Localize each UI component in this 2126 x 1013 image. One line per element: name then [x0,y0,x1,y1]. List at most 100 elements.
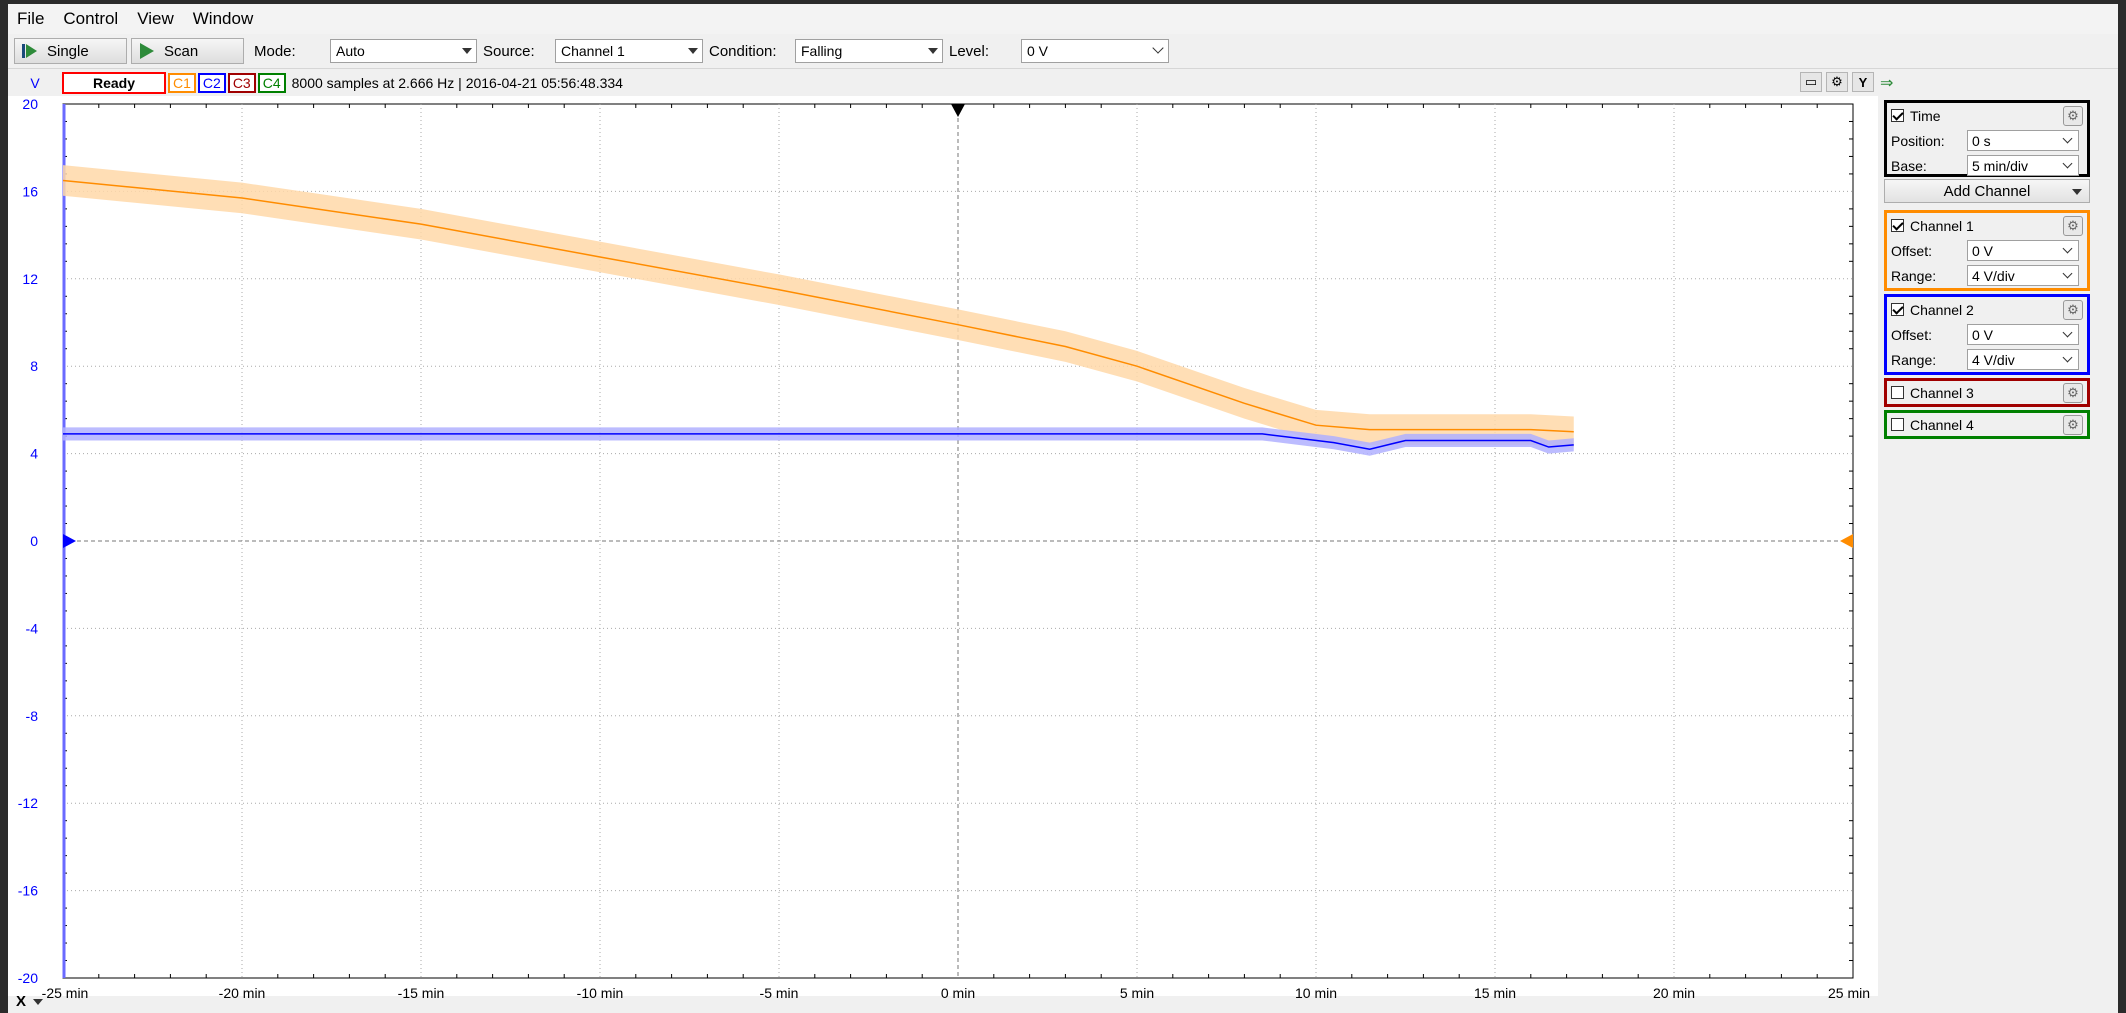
channel-2-header: Channel 2 ⚙ [1887,297,2087,322]
time-base-value: 5 min/div [1972,157,2029,174]
channel-tag-c2[interactable]: C2 [197,73,226,93]
x-tick-label: -15 min [398,985,445,1001]
y-axis-button[interactable]: Y [1852,72,1874,92]
acquisition-info: 8000 samples at 2.666 Hz | 2016-04-21 05… [291,75,623,91]
time-position-label: Position: [1891,132,1945,149]
channel-1-offset-select[interactable]: 0 V [1967,240,2079,261]
channel-4-group: Channel 4 ⚙ [1884,410,2090,439]
menu-window[interactable]: Window [192,9,254,28]
channel-1-label: Channel 1 [1910,217,1974,234]
channel-tag-c3[interactable]: C3 [227,73,256,93]
mode-label: Mode: [254,42,296,60]
time-position-row: Position: 0 s [1887,128,2087,153]
zoom-fit-button[interactable]: ▭ [1800,72,1822,92]
channel-1-settings-icon[interactable]: ⚙ [2063,216,2083,236]
dropdown-arrow-icon [2072,189,2082,195]
channel-2-offset-label: Offset: [1891,326,1932,343]
add-channel-button[interactable]: Add Channel [1884,179,2090,203]
dropdown-arrow-icon [688,48,698,54]
series-c1-band [63,165,1574,448]
arrow-right-icon[interactable]: ⇒ [1880,75,1894,92]
scan-button[interactable]: Scan [131,38,244,64]
channel-1-offset-row: Offset: 0 V [1887,238,2087,263]
y-tick-label: -12 [18,795,38,811]
chevron-down-icon [1152,42,1164,54]
y-tick-label: -16 [18,883,38,899]
x-axis-label: X [15,992,26,1010]
waveform-plot[interactable]: -25 min -20 min -15 min -10 min -5 min 0 min 5… [8,96,1878,1006]
source-value: Channel 1 [561,43,625,59]
channel-3-settings-icon[interactable]: ⚙ [2063,383,2083,403]
channel-2-range-row: Range: 4 V/div [1887,347,2087,372]
x-axis-menu-arrow-icon[interactable] [33,999,43,1005]
x-axis-button[interactable]: X [12,992,30,1010]
channel-4-label: Channel 4 [1910,416,1974,433]
channel-2-offset-select[interactable]: 0 V [1967,324,2079,345]
time-settings-icon[interactable]: ⚙ [2063,106,2083,126]
y-tick-label: 4 [30,446,38,462]
x-tick-label: 10 min [1295,985,1337,1001]
x-tick-label: 25 min [1828,985,1870,1001]
chevron-down-icon [2062,352,2073,363]
channel-4-header: Channel 4 ⚙ [1887,413,2087,436]
gear-icon: ⚙ [1831,74,1843,89]
dropdown-arrow-icon [928,48,938,54]
channel-tag-c4[interactable]: C4 [257,73,286,93]
source-label: Source: [483,42,535,60]
channel-1-range-label: Range: [1891,267,1937,284]
series-c1-line [62,179,1574,433]
status-bar: V Ready C1 C2 C3 C4 8000 samples at 2.66… [8,70,1870,96]
time-group: Time ⚙ Position: 0 s Base: 5 min/div [1884,100,2090,177]
window-frame-left [0,0,8,1013]
menu-file[interactable]: File [17,9,45,28]
time-base-select[interactable]: 5 min/div [1967,155,2079,176]
scan-label: Scan [164,42,199,60]
y-tick-label: 20 [22,96,38,112]
mode-select[interactable]: Auto [330,39,477,63]
condition-select[interactable]: Falling [795,39,943,63]
time-position-select[interactable]: 0 s [1967,130,2079,151]
y-tick-label: -4 [26,620,39,636]
single-button[interactable]: Single [14,38,127,64]
channel-3-group: Channel 3 ⚙ [1884,378,2090,407]
channel-2-settings-icon[interactable]: ⚙ [2063,300,2083,320]
y-axis-label: Y [1858,74,1868,90]
source-select[interactable]: Channel 1 [555,39,703,63]
channel-2-range-select[interactable]: 4 V/div [1967,349,2079,370]
series-c2-line [63,433,1574,450]
channel-tag-c1[interactable]: C1 [168,73,196,93]
time-checkbox[interactable] [1891,109,1904,122]
y-unit-label: V [30,75,40,91]
time-header: Time ⚙ [1887,103,2087,128]
window-frame-right [2118,0,2126,1013]
menu-control[interactable]: Control [63,9,119,28]
play-icon [140,43,154,59]
channel-1-range-select[interactable]: 4 V/div [1967,265,2079,286]
ready-indicator: Ready [62,72,166,94]
x-tick-label: 0 min [941,985,975,1001]
channel-1-checkbox[interactable] [1891,219,1904,232]
menu-view[interactable]: View [137,9,174,28]
chevron-down-icon [2062,327,2073,338]
channel-4-settings-icon[interactable]: ⚙ [2063,415,2083,435]
time-base-row: Base: 5 min/div [1887,153,2087,178]
y-settings-button[interactable]: ⚙ [1826,72,1848,92]
y-tick-label: 0 [30,533,38,549]
channel-4-checkbox[interactable] [1891,418,1904,431]
single-label: Single [47,42,89,60]
channel-2-offset-row: Offset: 0 V [1887,322,2087,347]
plot-area[interactable]: -25 min -20 min -15 min -10 min -5 min 0 min 5… [8,96,1878,1001]
zoom-fit-icon: ▭ [1804,74,1818,89]
x-tick-label: -20 min [219,985,266,1001]
channel-3-checkbox[interactable] [1891,386,1904,399]
menu-bar: File Control View Window [8,4,2118,34]
window-frame-top [0,0,2126,4]
chevron-down-icon [2062,243,2073,254]
y-tick-label: -20 [18,970,38,986]
level-value: 0 V [1027,43,1049,59]
channel-3-label: Channel 3 [1910,384,1974,401]
channel-2-checkbox[interactable] [1891,303,1904,316]
channel-panel: Time ⚙ Position: 0 s Base: 5 min/div Add… [1878,96,2118,1006]
trigger-toolbar: Single Scan Mode: Auto Source: Channel 1… [8,34,2118,69]
level-combo[interactable]: 0 V [1021,39,1169,63]
